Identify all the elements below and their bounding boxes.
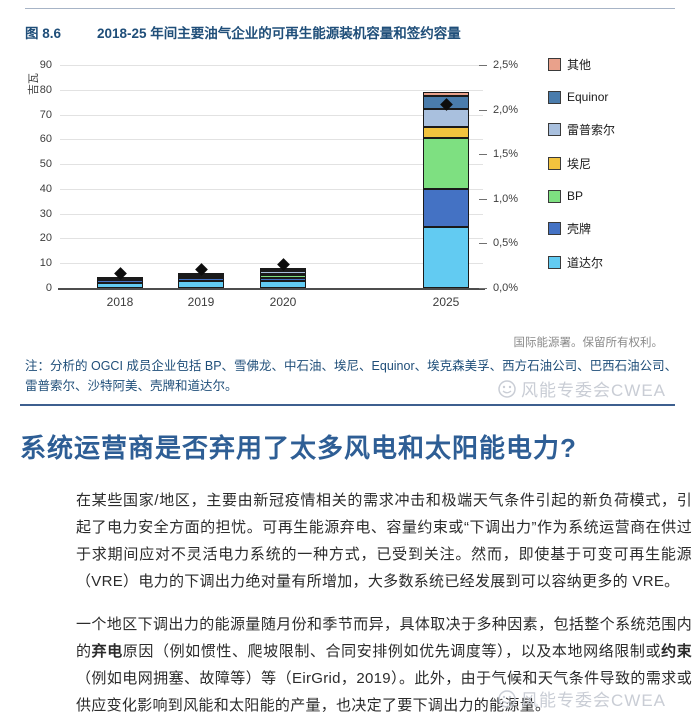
bar-segment-埃尼 — [260, 274, 306, 277]
legend-label: BP — [567, 189, 584, 203]
x-axis-category-label: 2020 — [269, 295, 297, 309]
gridline — [60, 164, 483, 166]
bar-segment-壳牌 — [423, 188, 469, 228]
legend-swatch-icon — [548, 123, 561, 136]
legend-label: 雷普索尔 — [567, 123, 616, 137]
bar-segment-雷普索尔 — [423, 108, 469, 128]
bar-segment-道达尔 — [260, 280, 306, 288]
legend-item: Equinor — [548, 90, 615, 104]
figure-title: 2018-25 年间主要油气企业的可再生能源装机容量和签约容量 — [97, 26, 461, 41]
bar-segment-道达尔 — [97, 282, 143, 288]
right-axis-tick — [479, 109, 487, 111]
section-heading: 系统运营商是否弃用了太多风电和太阳能电力? — [20, 433, 577, 463]
bar-segment-雷普索尔 — [260, 271, 306, 275]
right-axis-tick-label: 2,5% — [493, 59, 519, 71]
bar-segment-壳牌 — [260, 278, 306, 281]
left-axis-tick-label: 40 — [39, 182, 52, 195]
right-axis-tick — [479, 154, 487, 156]
bar-segment-道达尔 — [178, 280, 224, 288]
legend-swatch-icon — [548, 222, 561, 235]
gridline — [60, 238, 483, 240]
gridline — [60, 213, 483, 215]
legend-label: 壳牌 — [567, 222, 592, 236]
right-axis-tick — [479, 288, 487, 289]
legend-swatch-icon — [548, 58, 561, 71]
top-divider — [25, 8, 675, 9]
x-axis-category-label: 2025 — [432, 295, 460, 309]
section-divider — [20, 404, 675, 406]
figure-number: 图 8.6 — [25, 26, 62, 41]
right-axis-tick-label: 2,0% — [493, 103, 519, 116]
paragraph-text: 原因（例如惯性、爬坡限制、合同安排例如优先调度等），以及本地网络限制或 — [122, 643, 662, 660]
gridline — [60, 89, 483, 91]
left-axis-tick-label: 80 — [39, 83, 52, 96]
legend-item: 其他 — [548, 56, 615, 73]
paragraph-text: 一个地区下调出力的能源量随月份和季节而异，具体取决于多种因素，包括整个系统范围内… — [76, 616, 692, 660]
chart-legend: 其他 Equinor 雷普索尔埃尼 BP 壳牌道达尔 — [548, 56, 615, 288]
left-axis-tick-label: 30 — [39, 207, 52, 220]
x-axis-category-label: 2019 — [187, 295, 215, 309]
stacked-bar-chart: 吉瓦 0 10 20 30 40 50 60 70 80 90 0,0% 0,5% 1,0% 1,5% 2,… — [0, 0, 695, 340]
legend-item: 埃尼 — [548, 155, 615, 172]
x-axis-line — [58, 288, 485, 290]
watermark-top: 风能专委会CWEA — [497, 376, 666, 401]
watermark-bottom: 风能专委会CWEA — [497, 686, 666, 711]
body-paragraph: 一个地区下调出力的能源量随月份和季节而异，具体取决于多种因素，包括整个系统范围内… — [76, 611, 692, 719]
cwea-logo-icon — [498, 379, 516, 398]
gridline — [60, 263, 483, 265]
cwea-logo-icon — [498, 689, 516, 708]
source-credit: 国际能源署。保留所有权利。 — [513, 337, 664, 349]
left-axis-tick-label: 0 — [45, 282, 52, 294]
right-axis-tick-label: 0,0% — [493, 282, 519, 294]
right-axis-tick-label: 0,5% — [493, 237, 519, 250]
legend-label: Equinor — [567, 90, 609, 104]
gridline — [60, 114, 483, 116]
left-axis-tick-label: 50 — [39, 158, 52, 171]
watermark-text: 风能专委会CWEA — [521, 381, 666, 400]
right-axis-tick-label: 1,5% — [493, 148, 519, 161]
legend-swatch-icon — [548, 157, 561, 170]
paragraph-text: 在某些国家/地区，主要由新冠疫情相关的需求冲击和极端天气条件引起的新负荷模式，引… — [76, 492, 692, 590]
emphasized-text: 弃电 — [91, 643, 123, 660]
legend-label: 埃尼 — [567, 157, 592, 171]
left-axis-tick-label: 60 — [39, 133, 52, 146]
watermark-text: 风能专委会CWEA — [521, 691, 666, 710]
right-axis-tick — [479, 243, 487, 245]
gridline — [60, 188, 483, 190]
body-paragraph: 在某些国家/地区，主要由新冠疫情相关的需求冲击和极端天气条件引起的新负荷模式，引… — [76, 487, 692, 595]
legend-label: 道达尔 — [567, 256, 604, 270]
left-axis-tick-label: 20 — [39, 232, 52, 245]
emphasized-text: 约束 — [661, 643, 692, 660]
right-axis-tick — [479, 65, 487, 66]
left-axis-tick-label: 10 — [39, 257, 52, 270]
bar-segment-BP — [423, 138, 469, 189]
gridline — [60, 139, 483, 141]
legend-item: BP — [548, 189, 615, 203]
bar-segment-埃尼 — [178, 277, 224, 280]
paragraph-text: （例如电网拥塞、故障等）等（EirGrid，2019）。此外，由于气候和天气条件… — [76, 670, 692, 714]
left-axis-tick-label: 70 — [39, 108, 52, 121]
gridline — [60, 65, 483, 66]
legend-swatch-icon — [548, 256, 561, 269]
right-axis-tick — [479, 198, 487, 200]
legend-item: 壳牌 — [548, 220, 615, 237]
legend-swatch-icon — [548, 90, 561, 104]
legend-label: 其他 — [567, 58, 592, 72]
legend-item: 道达尔 — [548, 254, 615, 271]
bar-segment-道达尔 — [423, 227, 469, 288]
bar-segment-埃尼 — [423, 127, 469, 139]
legend-swatch-icon — [548, 189, 561, 203]
figure-note: 注：分析的 OGCI 成员企业包括 BP、雪佛龙、中石油、埃尼、Equinor、… — [25, 359, 678, 393]
bar-segment-其他 — [423, 91, 469, 96]
right-axis-tick-label: 1,0% — [493, 192, 519, 205]
legend-item: 雷普索尔 — [548, 121, 615, 138]
left-axis-tick-label: 90 — [39, 59, 52, 71]
x-axis-category-label: 2018 — [106, 295, 134, 309]
